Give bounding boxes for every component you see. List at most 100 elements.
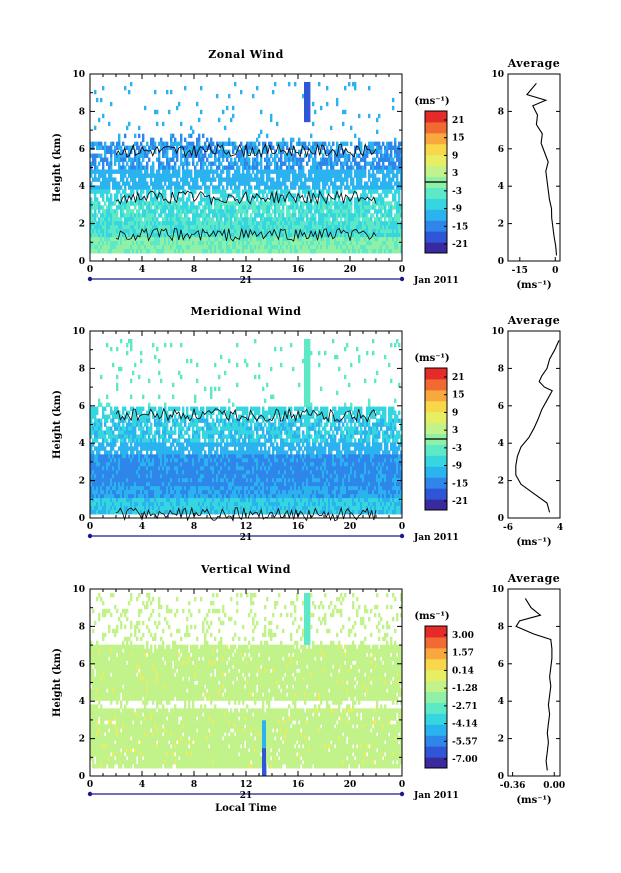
- average-title: Average: [507, 314, 561, 327]
- profile-x-tick-label: 0: [552, 266, 558, 276]
- colorbar-band: [425, 757, 447, 769]
- x-tick-label: 0: [87, 522, 93, 532]
- x-tick-label: 4: [139, 522, 145, 532]
- profile-y-tick-label: 10: [491, 585, 504, 595]
- y-tick-label: 6: [79, 145, 85, 155]
- colorbar-band: [425, 121, 447, 134]
- colorbar-band: [425, 400, 447, 413]
- x-tick-label: 16: [292, 522, 305, 532]
- x-tick-label: 20: [344, 780, 357, 790]
- colorbar-tick-label: -5.57: [452, 737, 478, 747]
- x-tick-label: 0: [399, 265, 405, 275]
- y-tick-label: 4: [79, 697, 85, 707]
- profile-y-tick-label: 2: [498, 220, 504, 230]
- colorbar-band: [425, 658, 447, 671]
- profile-unit-label: (ms⁻¹): [516, 537, 551, 548]
- colorbar-unit-label: (ms⁻¹): [414, 96, 449, 107]
- vertical-title: Vertical Wind: [200, 563, 291, 576]
- colorbar-band: [425, 713, 447, 725]
- colorbar-tick-label: -9: [452, 462, 462, 472]
- colorbar-band: [425, 680, 447, 693]
- profile-y-tick-label: 8: [498, 107, 504, 117]
- profile-y-tick-label: 8: [498, 622, 504, 632]
- y-tick-label: 10: [72, 70, 85, 80]
- profile-x-tick-label: -0.36: [500, 781, 526, 791]
- x-tick-label: 12: [240, 265, 253, 275]
- month-label: Jan 2011: [413, 533, 459, 543]
- profile-frame: [507, 330, 561, 519]
- colorbar-tick-label: 3: [452, 426, 458, 436]
- profile-y-tick-label: 0: [498, 257, 504, 267]
- date-bar-end: [399, 791, 405, 797]
- date-bar-end: [399, 533, 405, 539]
- average-title: Average: [507, 572, 561, 585]
- x-tick-label: 12: [240, 780, 253, 790]
- colorbar-tick-label: -21: [452, 497, 468, 507]
- meridional-title: Meridional Wind: [190, 305, 301, 318]
- profile-line: [515, 340, 560, 513]
- colorbar-band: [425, 466, 447, 478]
- colorbar-band: [425, 368, 447, 380]
- y-tick-label: 6: [79, 660, 85, 670]
- x-tick-label: 20: [344, 265, 357, 275]
- date-label: 21: [240, 276, 253, 286]
- colorbar-tick-label: -7.00: [452, 755, 478, 765]
- colorbar-band: [425, 111, 447, 123]
- zero-contour-line: [115, 189, 377, 206]
- profile-y-tick-label: 2: [498, 735, 504, 745]
- x-tick-label: 12: [240, 522, 253, 532]
- y-axis-label: Height (km): [52, 390, 63, 459]
- colorbar-tick-label: -15: [452, 479, 468, 489]
- colorbar-tick-label: 15: [452, 391, 465, 401]
- y-tick-label: 8: [79, 364, 85, 374]
- colorbar-tick-label: 15: [452, 134, 465, 144]
- colorbar-tick-label: 9: [452, 151, 458, 161]
- vertical-average-profile: Average 0 2 4 6 8 10 -0.36 0.00 (ms⁻¹): [491, 572, 565, 806]
- profile-frame: [507, 588, 561, 777]
- y-axis-label: Height (km): [52, 133, 63, 202]
- colorbar-band: [425, 422, 447, 435]
- y-tick-label: 2: [79, 220, 85, 230]
- zero-contour-line: [115, 227, 377, 242]
- colorbar-frame: [424, 625, 448, 769]
- profile-line: [525, 82, 558, 256]
- profile-y-tick-label: 6: [498, 145, 504, 155]
- x-axis-label: Local Time: [215, 803, 277, 814]
- y-tick-label: 2: [79, 477, 85, 487]
- colorbar-band: [425, 143, 447, 156]
- colorbar-band: [425, 477, 447, 489]
- colorbar-band: [425, 209, 447, 221]
- y-tick-label: 0: [79, 257, 85, 267]
- colorbar-band: [425, 378, 447, 391]
- profile-x-tick-label: 4: [557, 523, 563, 533]
- profile-y-tick-label: 6: [498, 402, 504, 412]
- colorbar-band: [425, 702, 447, 714]
- zonal-title: Zonal Wind: [208, 48, 284, 61]
- colorbar-tick-label: -3: [452, 444, 462, 454]
- x-tick-label: 4: [139, 780, 145, 790]
- colorbar-band: [425, 691, 447, 703]
- profile-x-tick-label: -6: [503, 523, 513, 533]
- colorbar-band: [425, 647, 447, 660]
- profile-y-tick-label: 4: [498, 697, 504, 707]
- zonal-wind-heatmap: [90, 81, 403, 254]
- colorbar-tick-label: -21: [452, 240, 468, 250]
- y-tick-label: 2: [79, 735, 85, 745]
- colorbar-tick-label: -1.28: [452, 684, 478, 694]
- vertical-wind-heatmap: [90, 592, 403, 777]
- colorbar-tick-label: 21: [452, 373, 465, 383]
- colorbar-band: [425, 389, 447, 402]
- colorbar-band: [425, 154, 447, 167]
- x-tick-label: 0: [87, 265, 93, 275]
- colorbar-band: [425, 488, 447, 500]
- colorbar-band: [425, 636, 447, 649]
- colorbar-tick-label: 0.14: [452, 666, 474, 676]
- profile-x-tick-label: -15: [512, 266, 528, 276]
- colorbar-unit-label: (ms⁻¹): [414, 611, 449, 622]
- colorbar-band: [425, 444, 447, 456]
- x-tick-label: 0: [399, 522, 405, 532]
